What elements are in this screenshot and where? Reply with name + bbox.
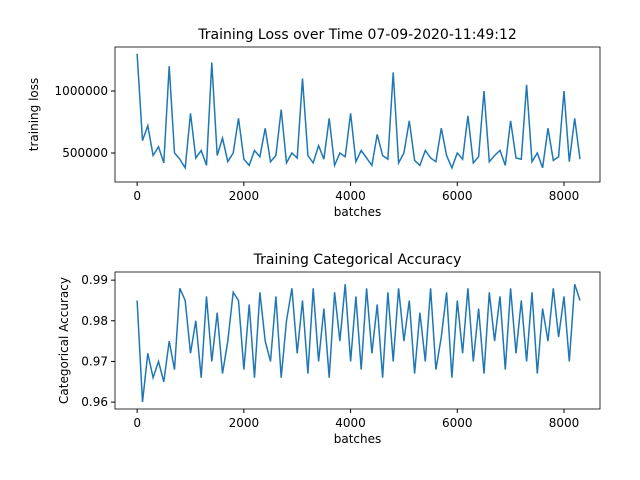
x-tick-label: 4000 <box>335 189 366 203</box>
chart-title: Training Loss over Time 07-09-2020-11:49… <box>197 27 517 43</box>
axes-frame <box>114 271 601 410</box>
data-line <box>136 283 581 403</box>
x-tick-label: 8000 <box>549 189 580 203</box>
x-tick-label: 0 <box>133 416 141 430</box>
data-line <box>136 53 581 171</box>
y-tick-label: 0.99 <box>81 273 108 287</box>
chart-title: Training Categorical Accuracy <box>253 252 462 268</box>
y-axis-label: Categorical Accuracy <box>57 277 71 404</box>
y-tick-label: 0.97 <box>81 354 108 368</box>
y-tick-label: 1000000 <box>55 84 108 98</box>
y-tick-label: 500000 <box>62 146 108 160</box>
x-tick-label: 6000 <box>442 416 473 430</box>
x-axis-label: batches <box>334 432 382 446</box>
x-axis-label: batches <box>334 205 382 219</box>
x-tick-label: 6000 <box>442 189 473 203</box>
x-tick-label: 0 <box>133 189 141 203</box>
x-tick-label: 8000 <box>549 416 580 430</box>
axes-frame <box>114 46 601 183</box>
x-tick-label: 2000 <box>229 416 260 430</box>
x-tick-label: 4000 <box>335 416 366 430</box>
y-axis-label: training loss <box>27 78 41 151</box>
x-tick-label: 2000 <box>229 189 260 203</box>
y-tick-label: 0.96 <box>81 395 108 409</box>
y-tick-label: 0.98 <box>81 314 108 328</box>
